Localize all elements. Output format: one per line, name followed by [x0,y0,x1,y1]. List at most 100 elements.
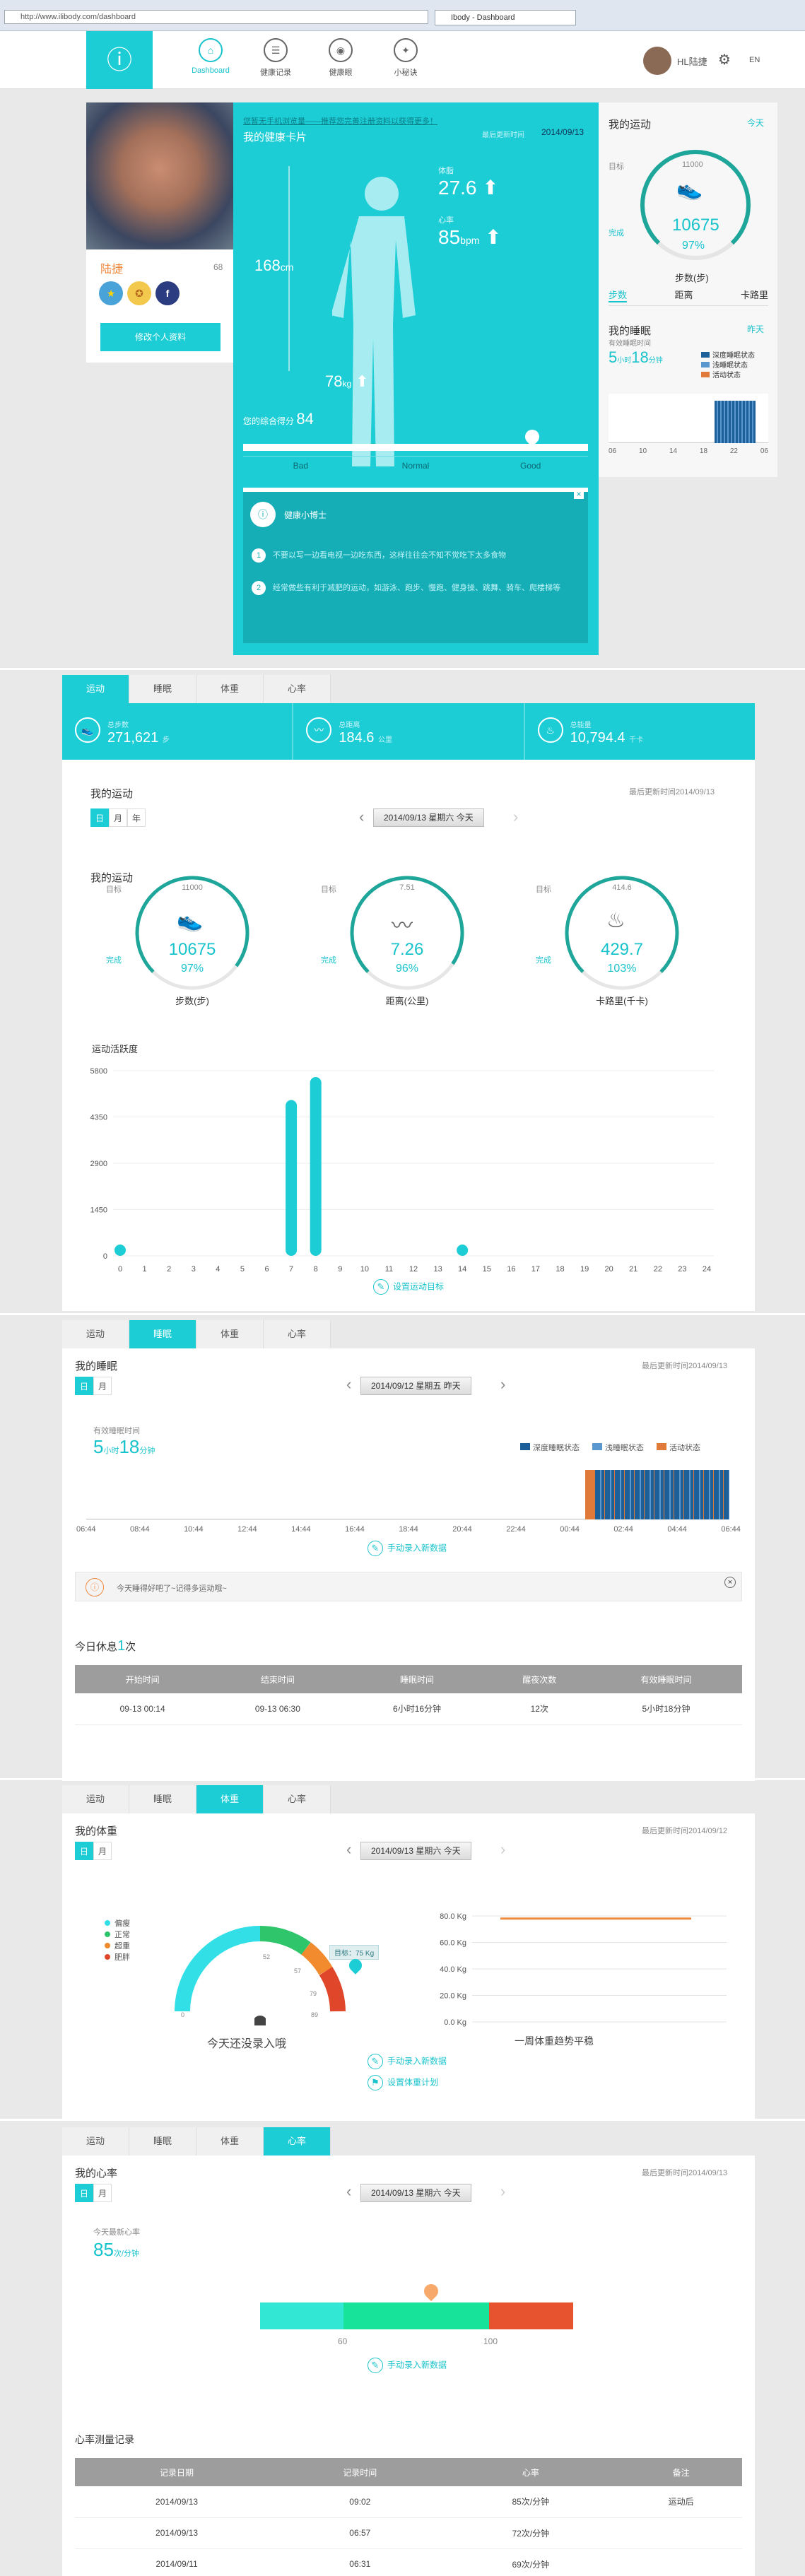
column-header: 备注 [620,2458,742,2486]
tab-sleep[interactable]: 睡眠 [129,1785,196,1813]
notice-close-icon[interactable]: × [724,1577,736,1588]
axis-tick: 18 [699,447,708,455]
next-day-icon[interactable]: › [513,808,519,825]
tab-weight[interactable]: 体重 [196,1785,264,1813]
sleep-manual-link[interactable]: ✎ 手动录入新数据 [368,1541,447,1556]
exercise-date[interactable]: 2014/09/13 星期六 今天 [373,808,484,827]
tab-weight[interactable]: 体重 [196,2127,264,2156]
nav-item-2[interactable]: ◉ 健康眼 [312,38,369,78]
url-text: http://www.ilibody.com/dashboard [20,13,136,21]
side-tab-distance[interactable]: 距离 [674,290,693,300]
address-bar[interactable]: http://www.ilibody.com/dashboard [4,10,428,24]
period-month[interactable]: 月 [93,1842,112,1860]
tab-sleep[interactable]: 睡眠 [129,1320,196,1348]
next-day-icon[interactable]: › [500,1840,506,1858]
tab-weight[interactable]: 体重 [196,675,264,703]
weight-manual-link[interactable]: ✎ 手动录入新数据 [368,2054,447,2069]
table-cell: 09:02 [278,2486,442,2518]
heart-title: 我的心率 [75,2168,118,2180]
y-tick-label: 2900 [90,1160,107,1168]
prev-day-icon[interactable]: ‹ [346,2182,352,2200]
exercise-updated: 最后更新时间2014/09/13 [629,788,715,796]
tab-exercise[interactable]: 运动 [62,1320,129,1348]
sleep-hours-unit: 小时 [617,357,632,365]
stat-energy: ♨ 总能量 10,794.4 千卡 [525,703,755,760]
heart-body: 我的心率 最后更新时间2014/09/13 日月 ‹ 2014/09/13 星期… [62,2156,755,2576]
x-tick-label: 8 [314,1265,318,1274]
set-goal-link[interactable]: ✎ 设置运动目标 [373,1279,444,1295]
tab-sleep[interactable]: 睡眠 [129,675,196,703]
table-cell: 72次/分钟 [441,2517,621,2549]
side-today[interactable]: 今天 [747,118,765,128]
legend-label: 活动状态 [712,372,741,380]
period-month[interactable]: 月 [109,808,127,827]
heart-date[interactable]: 2014/09/13 星期六 今天 [360,2184,471,2202]
weight-date[interactable]: 2014/09/13 星期六 今天 [360,1842,471,1860]
gauge-arc [135,876,249,973]
score-number: 84 [296,410,314,428]
prev-day-icon[interactable]: ‹ [346,1840,352,1858]
axis-tick: 06:44 [76,1525,96,1534]
period-day[interactable]: 日 [90,808,109,827]
browser-tab[interactable]: Ibody - Dashboard [435,10,576,25]
x-tick-label: 9 [338,1265,342,1274]
nav-label: 健康眼 [329,69,353,77]
tab-heart[interactable]: 心率 [264,2127,331,2156]
nav-item-1[interactable]: ☰ 健康记录 [247,38,304,78]
nav-item-3[interactable]: ✦ 小秘诀 [377,38,434,78]
tab-heart[interactable]: 心率 [264,1320,331,1348]
logo[interactable]: ⓘ [86,31,153,89]
tab-heart[interactable]: 心率 [264,675,331,703]
prev-day-icon[interactable]: ‹ [359,808,365,825]
score-scale: Bad Normal Good [243,456,588,471]
gear-icon[interactable]: ⚙ [718,52,731,68]
sleep-date[interactable]: 2014/09/12 星期五 昨天 [360,1377,471,1395]
tips-close-icon[interactable]: × [574,489,584,499]
side-sleep-axis: 06 10 14 18 22 06 [609,447,768,455]
score-bar [243,444,588,451]
side-tab-calories[interactable]: 卡路里 [740,290,768,300]
nav-item-0[interactable]: ⌂ Dashboard [182,38,239,75]
side-tab-steps[interactable]: 步数 [609,288,628,302]
heart-manual-link[interactable]: ✎ 手动录入新数据 [368,2358,447,2373]
heart-records-title: 心率测量记录 [75,2434,134,2445]
user-name[interactable]: HL陆捷 [677,57,707,67]
sleep-total: 5小时18分钟 [93,1436,155,1458]
nav-2-icon: ◉ [329,38,353,62]
rest-label: 今日休息 [75,1641,118,1653]
heart-mark-100: 100 [483,2336,498,2346]
edit-profile-button[interactable]: 修改个人资料 [100,323,221,351]
tab-exercise[interactable]: 运动 [62,1785,129,1813]
avatar[interactable] [643,47,671,75]
x-tick-label: 23 [678,1265,686,1274]
y-tick-label: 60.0 Kg [440,1939,466,1948]
period-day[interactable]: 日 [75,2184,93,2202]
side-sleep-today[interactable]: 昨天 [747,324,765,334]
sleep-table: 开始时间 结束时间 睡眠时间 醒夜次数 有效睡眠时间 09-13 00:14 09-13 0… [75,1665,742,1725]
tab-sleep[interactable]: 睡眠 [129,2127,196,2156]
scale-good: Good [520,461,541,471]
tab-weight[interactable]: 体重 [196,1320,264,1348]
language-switch[interactable]: EN [749,56,760,64]
next-day-icon[interactable]: › [500,2182,506,2200]
prev-day-icon[interactable]: ‹ [346,1375,352,1393]
profile-card: 陆捷 68 ★ ✪ f 修改个人资料 [86,102,233,363]
weight-plan-link[interactable]: ⚑ 设置体重计划 [368,2075,438,2090]
period-day[interactable]: 日 [75,1377,93,1395]
period-day[interactable]: 日 [75,1842,93,1860]
activity-bar [286,1100,298,1256]
period-year[interactable]: 年 [127,808,146,827]
next-day-icon[interactable]: › [500,1375,506,1393]
health-notice[interactable]: 您暂无手机浏览量——推荐您完善注册资料以获得更多！ [243,117,437,126]
facebook-icon[interactable]: f [155,281,180,305]
table-row: 2014/09/13 06:57 72次/分钟 [75,2517,742,2549]
tab-heart[interactable]: 心率 [264,1785,331,1813]
tab-exercise[interactable]: 运动 [62,2127,129,2156]
axis-tick: 16:44 [345,1525,365,1534]
weight-value: 78kg ⬆ [325,372,369,390]
tab-exercise[interactable]: 运动 [62,675,129,703]
axis-tick: 14:44 [291,1525,311,1534]
nav-label: 小秘诀 [394,69,418,77]
period-month[interactable]: 月 [93,1377,112,1395]
period-month[interactable]: 月 [93,2184,112,2202]
